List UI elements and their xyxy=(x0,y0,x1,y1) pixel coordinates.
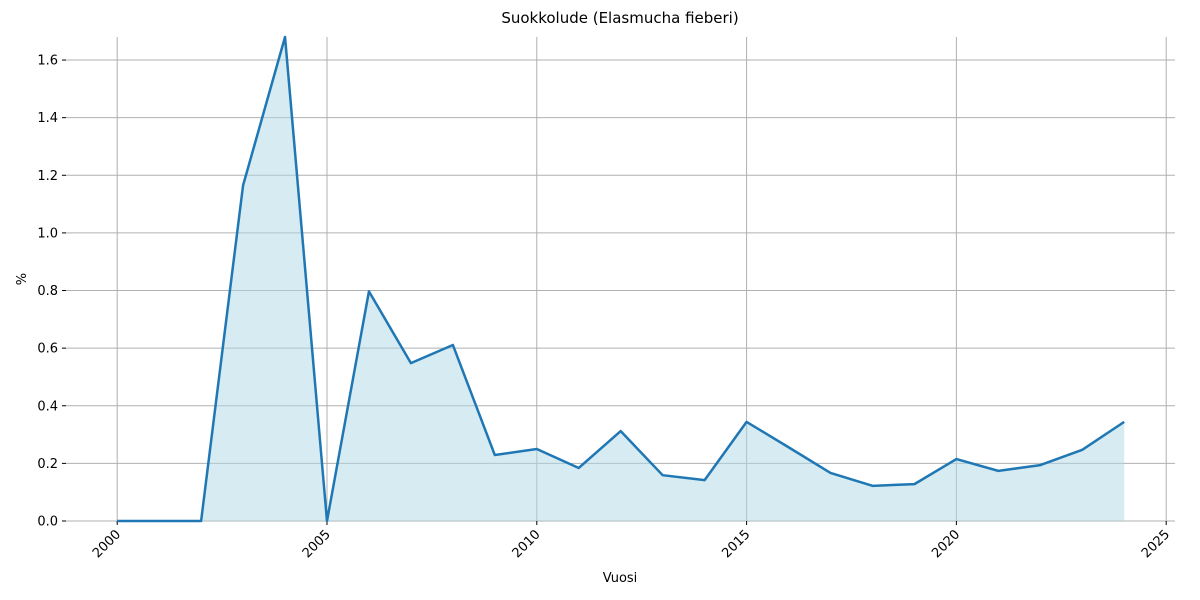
y-tick-label: 0.0 xyxy=(37,515,58,530)
y-tick-label: 1.6 xyxy=(37,54,58,69)
y-axis-label: % xyxy=(15,273,30,285)
x-tick-label: 2005 xyxy=(300,527,334,561)
y-tick-label: 0.8 xyxy=(37,284,58,299)
x-tick-label: 2025 xyxy=(1139,527,1173,561)
line xyxy=(117,35,1125,523)
y-tick-label: 0.2 xyxy=(37,457,58,472)
y-tick-label: 0.6 xyxy=(37,342,58,357)
y-tick-label: 0.4 xyxy=(37,399,58,414)
y-tick-label: 1.4 xyxy=(37,111,58,126)
area xyxy=(117,37,1125,521)
y-tick-label: 1.0 xyxy=(37,226,58,241)
x-tick-label: 2015 xyxy=(719,527,753,561)
x-tick-label: 2000 xyxy=(90,527,124,561)
x-tick-label: 2020 xyxy=(929,527,963,561)
chart-title: Suokkolude (Elasmucha fieberi) xyxy=(501,9,738,27)
x-axis-label: Vuosi xyxy=(603,571,638,586)
y-tick-label: 1.2 xyxy=(37,169,58,184)
x-tick-label: 2010 xyxy=(510,527,544,561)
